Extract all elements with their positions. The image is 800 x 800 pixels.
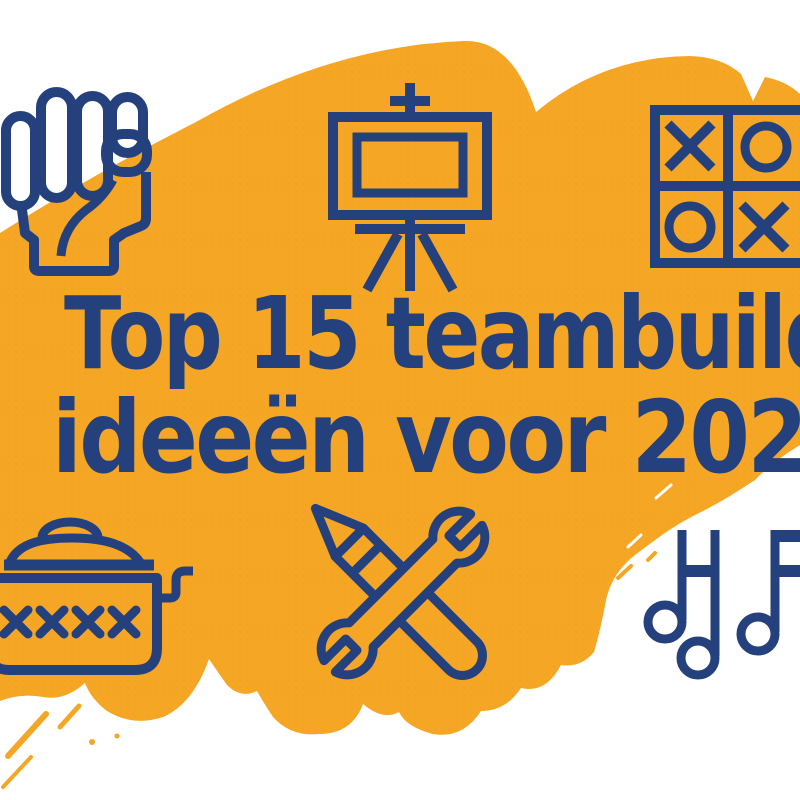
paint-splash (0, 40, 800, 789)
title-line-2: ideeën voor 2020 (52, 379, 800, 496)
pencil-and-wrench-icon (310, 503, 490, 680)
banner-title: Top 15 teambuilding ideeën voor 2020 (0, 282, 800, 490)
brush-gaps (626, 483, 673, 549)
brush-streaks-right-edge (616, 472, 710, 580)
wrench-icon (316, 506, 490, 680)
raised-fist-icon (1, 87, 152, 276)
title-line-1: Top 15 teambuilding (64, 275, 800, 392)
pot-x-marks (0, 605, 141, 639)
tic-tac-toe-icon (650, 105, 800, 268)
pencil-icon (310, 503, 487, 680)
music-notes-icon (643, 530, 800, 680)
cooking-pot-icon (0, 517, 193, 675)
easel-canvas-icon (328, 83, 492, 293)
brush-streaks-bottom-left (1, 703, 82, 789)
